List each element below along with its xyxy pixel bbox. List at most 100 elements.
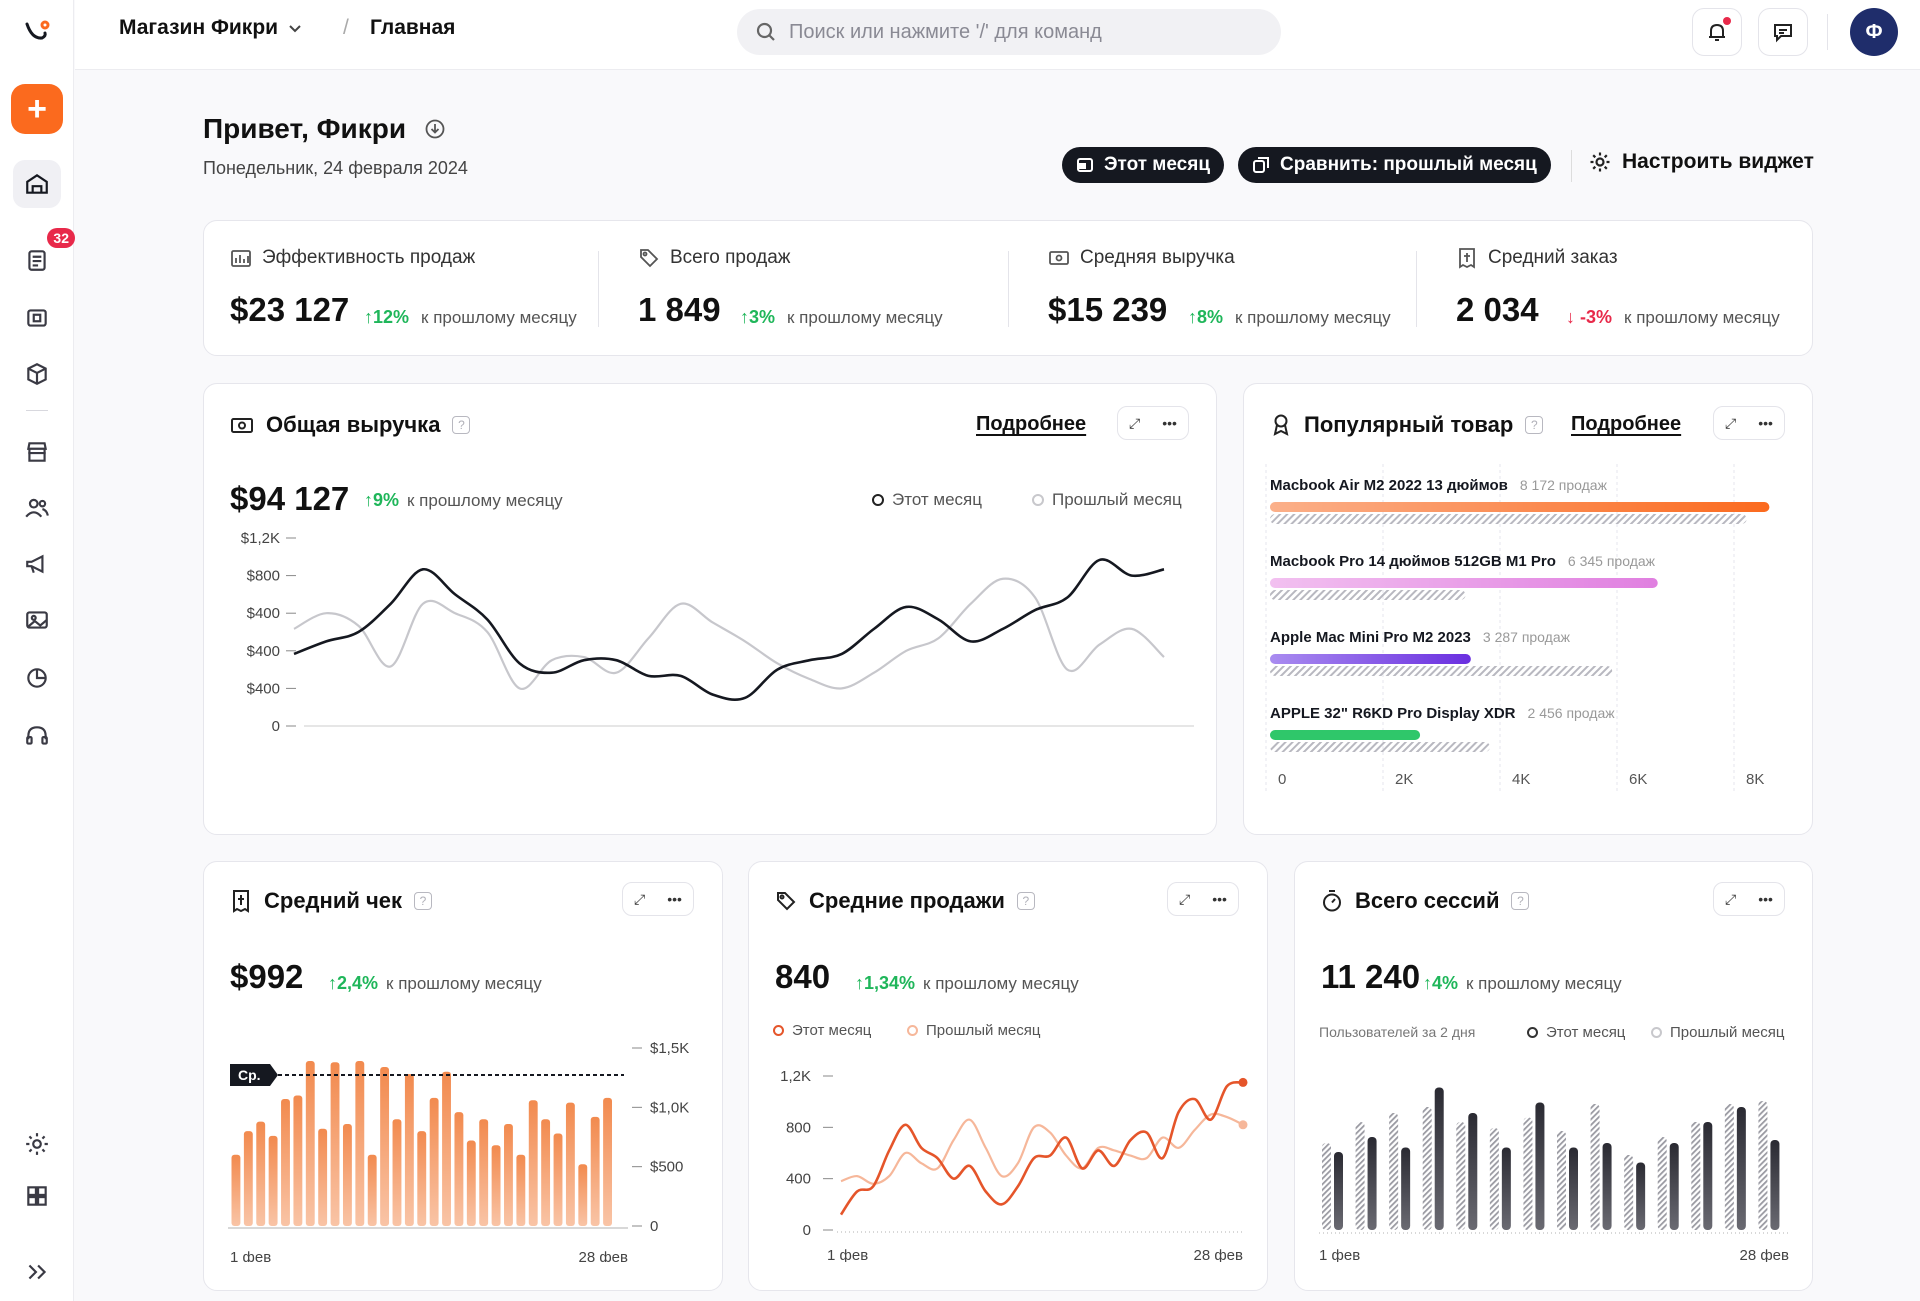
breadcrumb[interactable]: Главная [370,16,456,39]
help-icon[interactable]: ? [452,416,471,434]
bar-prev-month [1489,1128,1499,1230]
x-tick-label: 28 фев [1193,1247,1243,1262]
help-icon[interactable]: ? [414,892,432,910]
store-icon[interactable] [13,428,61,476]
logo-icon[interactable] [13,8,61,56]
x-tick-label: 6K [1629,771,1647,788]
kpi-change: ↓ -3% к прошлому месяцу [1566,307,1780,328]
kpi-change: ↑8% к прошлому месяцу [1188,307,1391,328]
bar-prev-month [1691,1122,1701,1230]
bar-this-month [1636,1162,1646,1230]
shop-selector[interactable]: Магазин Фикри [119,16,304,40]
help-icon[interactable]: ? [1016,892,1035,910]
y-tick-label: 0 [650,1218,658,1235]
kpi-note: к прошлому месяцу [1235,308,1391,327]
analytics-icon[interactable] [13,654,61,702]
card-controls: ⤢ ••• [1713,406,1785,440]
support-icon[interactable] [13,712,61,760]
bar-prev-month [1322,1143,1331,1230]
details-link[interactable]: Подробнее [976,413,1087,435]
products-icon[interactable] [13,294,61,342]
compare-button[interactable]: Сравнить: прошлый месяц [1238,147,1551,183]
card-controls: ⤢ ••• [1713,882,1785,916]
expand-icon[interactable]: ⤢ [1725,890,1737,907]
search-icon [756,22,775,41]
chat-icon [1774,24,1792,43]
kpi-sales-efficiency: Эффективность продаж $23 127 ↑12% к прош… [204,221,604,357]
configure-label: Настроить виджет [1622,150,1814,173]
more-icon[interactable]: ••• [1162,415,1177,431]
bar [243,1131,253,1226]
product-sales: 3 287 продаж [1483,629,1571,645]
avatar[interactable]: Ф [1850,8,1898,56]
more-icon[interactable]: ••• [1758,891,1773,907]
series-line-this-month [293,558,1165,701]
help-icon[interactable]: ? [1511,892,1530,910]
apps-icon[interactable] [13,1172,61,1220]
bar [293,1095,303,1226]
change-up: ↑12% [364,307,410,327]
this-month-label: Этот месяц [1104,154,1210,175]
kpi-value: $15 239 [1048,291,1168,328]
bar-this-month [1602,1143,1612,1230]
card-title: Средние продажи ? [775,888,1035,914]
bar [553,1133,563,1226]
expand-icon[interactable] [13,1248,61,1296]
x-tick-label: 1 фев [1319,1247,1360,1262]
bar [590,1116,600,1226]
settings-icon[interactable] [13,1120,61,1168]
expand-icon[interactable]: ⤢ [1129,414,1141,431]
download-icon[interactable] [424,118,446,140]
notifications-button[interactable] [1692,8,1742,56]
orders-icon[interactable]: 32 [13,228,75,284]
customers-icon[interactable] [13,484,61,532]
details-link[interactable]: Подробнее [1571,413,1682,435]
kpi-title: Средняя выручка [1048,247,1235,269]
search-input[interactable] [789,20,1249,44]
revenue-card: Общая выручка ? Подробнее ⤢ ••• $94 127 … [203,383,1217,835]
bar [429,1097,439,1226]
media-icon[interactable] [13,596,61,644]
kpi-avg-revenue: Средняя выручка $15 239 ↑8% к прошлому м… [1022,221,1422,357]
messages-button[interactable] [1758,8,1808,56]
bar [565,1102,575,1226]
bar-this-month [1401,1147,1411,1230]
help-icon[interactable]: ? [1525,416,1544,434]
x-tick-label: 0 [1278,771,1286,788]
shop-name: Магазин Фикри [119,16,279,39]
more-icon[interactable]: ••• [667,891,682,907]
add-icon[interactable]: + [11,84,63,134]
search-bar[interactable] [737,9,1281,55]
bar [305,1061,315,1226]
bar-prev-month [1523,1117,1533,1230]
box-icon[interactable] [13,350,61,398]
revenue-value: $94 127 [230,480,350,517]
expand-icon[interactable]: ⤢ [1725,414,1737,431]
bar-this-month [1334,1152,1343,1230]
this-month-button[interactable]: Этот месяц [1062,147,1224,183]
configure-widget-button[interactable]: Настроить виджет [1588,150,1814,174]
legend-this-month: Этот месяц [773,1022,871,1039]
bar-prev-month [1557,1131,1566,1230]
bar [380,1066,390,1226]
card-title: Всего сессий ? [1321,888,1530,914]
more-icon[interactable]: ••• [1758,415,1773,431]
receipt-icon [233,890,249,913]
legend-prev-month: Прошлый месяц [1651,1024,1784,1041]
y-tick-label: $1,2K [241,530,280,547]
bell-icon [1709,23,1725,41]
product-name: APPLE 32" R6KD Pro Display XDR [1270,705,1516,722]
series-line-prev-month [293,577,1165,690]
home-icon[interactable] [13,160,61,208]
kpi-value: 1 849 [638,291,721,328]
avg-check-chart: $1,5K $1,0K $500 0 Ср. 1 фев 28 фев [228,1040,689,1262]
more-icon[interactable]: ••• [1212,891,1227,907]
expand-icon[interactable]: ⤢ [634,890,646,907]
y-tick-label: 0 [803,1222,811,1239]
expand-icon[interactable]: ⤢ [1179,890,1191,907]
y-tick-label: $500 [650,1159,683,1176]
sidebar: + 32 [0,0,75,1301]
avg-sales-value: 840 [775,958,831,995]
chevron-down-icon [289,25,301,33]
marketing-icon[interactable] [13,540,61,588]
